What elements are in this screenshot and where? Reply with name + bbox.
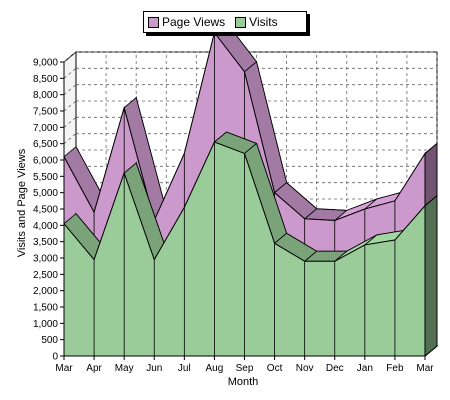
- legend-item-visits: Visits: [235, 15, 278, 29]
- y-tick-label: 7,500: [33, 107, 58, 118]
- x-tick-label: Feb: [386, 363, 404, 374]
- gridline-y-side: [63, 68, 77, 79]
- y-tick-label: 3,000: [33, 254, 58, 265]
- x-tick-label: Dec: [326, 363, 344, 374]
- x-tick-label: Mar: [416, 363, 434, 374]
- series-visits-endcap: [424, 194, 438, 358]
- y-tick-label: 4,500: [33, 205, 58, 216]
- y-tick-label: 5,500: [33, 172, 58, 183]
- legend: Page Views Visits: [143, 11, 307, 33]
- y-axis-ticks: 0 500 1,000 1,500 2,000 2,500 3,000 3,500 4,000 4…: [33, 58, 64, 363]
- x-tick-label: Oct: [267, 363, 283, 374]
- y-tick-label: 1,500: [33, 303, 58, 314]
- y-tick-label: 9,000: [33, 58, 58, 69]
- gridline-y-side: [63, 100, 77, 112]
- y-tick-label: 1,000: [33, 319, 58, 330]
- y-tick-label: 6,500: [33, 139, 58, 150]
- x-tick-label: Aug: [206, 363, 224, 374]
- gridline-y-side: [63, 133, 77, 144]
- x-tick-label: Sep: [236, 363, 254, 374]
- series-visits: [63, 131, 438, 358]
- x-tick-label: Jun: [146, 363, 162, 374]
- x-tick-label: Mar: [55, 363, 73, 374]
- x-axis-ticks: Mar Apr May Jun Jul Aug Sep Oct Nov Dec Jan Feb Mar: [55, 356, 434, 374]
- y-tick-label: 3,500: [33, 237, 58, 248]
- y-tick-label: 0: [52, 352, 58, 363]
- legend-label-visits: Visits: [249, 15, 278, 29]
- gridline-y-side: [63, 51, 77, 63]
- y-axis-title: Visits and Page Views: [16, 148, 28, 257]
- legend-label-page-views: Page Views: [162, 15, 226, 29]
- y-tick-label: 2,000: [33, 286, 58, 297]
- x-tick-label: Jan: [357, 363, 373, 374]
- gridline-y-side: [63, 117, 77, 128]
- y-tick-label: 8,000: [33, 90, 58, 101]
- y-tick-label: 2,500: [33, 270, 58, 281]
- legend-item-page-views: Page Views: [148, 15, 225, 29]
- y-tick-label: 6,000: [33, 156, 58, 167]
- y-tick-label: 8,500: [33, 74, 58, 85]
- x-tick-label: Nov: [296, 363, 314, 374]
- y-tick-label: 7,000: [33, 123, 58, 134]
- x-tick-label: Jul: [178, 363, 191, 374]
- y-tick-label: 500: [41, 335, 58, 346]
- x-tick-label: Apr: [86, 363, 102, 374]
- x-axis-title: Month: [228, 376, 259, 388]
- y-tick-label: 4,000: [33, 221, 58, 232]
- y-tick-label: 5,000: [33, 188, 58, 199]
- legend-swatch-visits: [235, 16, 247, 28]
- x-tick-label: May: [115, 363, 134, 374]
- legend-swatch-page-views: [148, 16, 159, 28]
- gridline-y-side: [63, 84, 77, 95]
